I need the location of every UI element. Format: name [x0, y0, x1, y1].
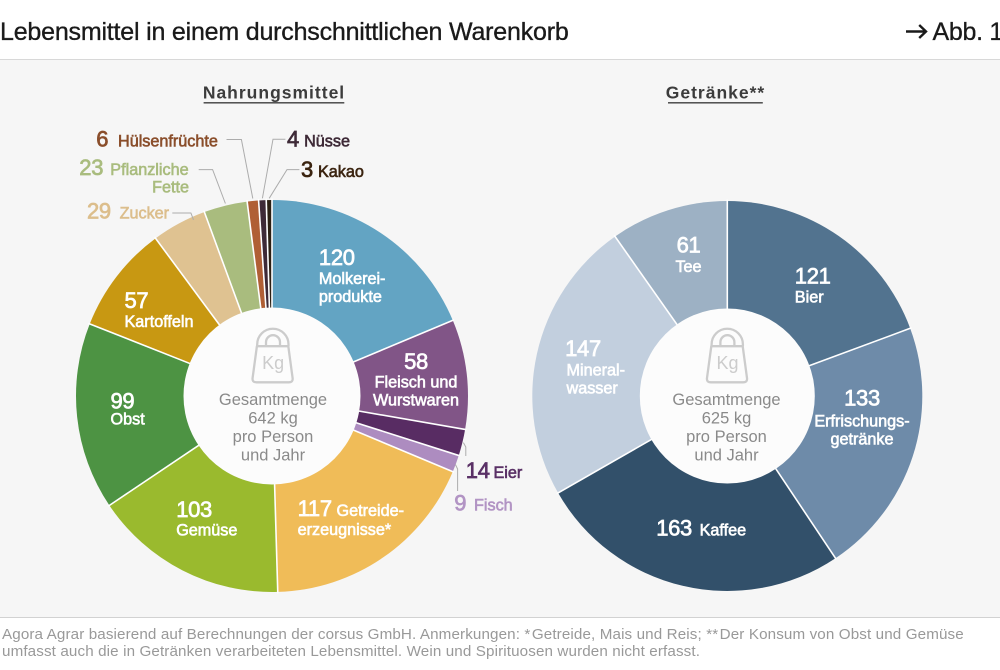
svg-text:Gemüse: Gemüse	[176, 522, 237, 540]
svg-text:Kakao: Kakao	[318, 163, 364, 181]
svg-text:erzeugnisse*: erzeugnisse*	[298, 521, 392, 539]
svg-text:Eier: Eier	[494, 464, 523, 482]
svg-text:Molkerei-: Molkerei-	[319, 270, 386, 288]
svg-text:57: 57	[125, 288, 149, 313]
svg-text:147: 147	[565, 336, 601, 361]
svg-text:58: 58	[404, 349, 428, 374]
svg-text:pro Person: pro Person	[686, 428, 767, 446]
svg-text:Fleisch und: Fleisch und	[375, 374, 458, 392]
svg-text:120: 120	[319, 245, 355, 270]
svg-text:Bier: Bier	[795, 289, 824, 307]
svg-text:9: 9	[454, 491, 466, 516]
svg-text:14: 14	[466, 458, 490, 483]
svg-text:163: 163	[656, 516, 692, 541]
svg-text:4: 4	[287, 126, 299, 151]
svg-text:getränke: getränke	[831, 431, 894, 449]
svg-text:642 kg: 642 kg	[248, 410, 298, 428]
svg-text:Kartoffeln: Kartoffeln	[125, 313, 194, 331]
svg-text:Wurstwaren: Wurstwaren	[373, 392, 459, 410]
svg-text:29: 29	[87, 199, 111, 224]
svg-text:Gesamtmenge: Gesamtmenge	[672, 391, 780, 409]
svg-text:Kg: Kg	[262, 353, 284, 373]
svg-text:wasser: wasser	[566, 380, 619, 398]
svg-text:625 kg: 625 kg	[702, 410, 752, 428]
svg-text:3: 3	[301, 157, 313, 182]
svg-text:Nüsse: Nüsse	[304, 132, 350, 150]
svg-text:Fette: Fette	[152, 179, 189, 197]
svg-text:Fisch: Fisch	[474, 497, 513, 515]
svg-text:Nahrungsmittel: Nahrungsmittel	[203, 83, 345, 103]
svg-text:Getreide-: Getreide-	[337, 502, 404, 520]
svg-text:99: 99	[111, 389, 135, 414]
svg-text:Zucker: Zucker	[120, 205, 170, 223]
svg-text:produkte: produkte	[319, 288, 382, 306]
svg-text:103: 103	[176, 497, 212, 522]
svg-text:23: 23	[79, 155, 103, 180]
svg-text:Kaffee: Kaffee	[700, 522, 747, 540]
svg-text:Gesamtmenge: Gesamtmenge	[219, 391, 327, 409]
svg-text:Tee: Tee	[675, 258, 701, 276]
svg-text:133: 133	[844, 386, 880, 411]
svg-text:Getränke**: Getränke**	[666, 83, 766, 103]
svg-text:Kg: Kg	[716, 353, 738, 373]
svg-text:pro Person: pro Person	[233, 428, 314, 446]
svg-text:121: 121	[795, 264, 831, 289]
svg-text:und Jahr: und Jahr	[694, 447, 759, 465]
svg-text:Hülsenfrüchte: Hülsenfrüchte	[118, 132, 218, 150]
svg-text:117: 117	[298, 496, 332, 521]
svg-text:und Jahr: und Jahr	[241, 447, 306, 465]
svg-text:Mineral-: Mineral-	[567, 362, 625, 380]
svg-text:6: 6	[96, 126, 108, 151]
svg-text:61: 61	[677, 233, 701, 258]
svg-text:Erfrischungs-: Erfrischungs-	[814, 413, 909, 431]
svg-text:Obst: Obst	[111, 411, 146, 429]
svg-text:Pflanzliche: Pflanzliche	[110, 161, 188, 179]
